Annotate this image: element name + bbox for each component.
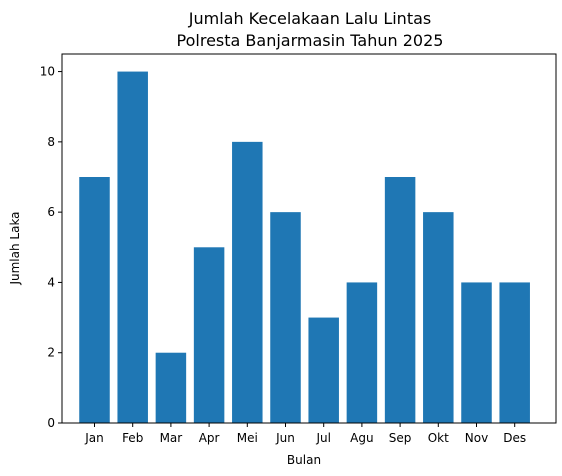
- plot-frame: [61, 53, 557, 424]
- y-tick-label: 4: [47, 275, 55, 289]
- x-tick-label: Okt: [428, 431, 449, 445]
- y-tick-label: 10: [40, 65, 55, 79]
- x-tick-label: Jan: [84, 431, 104, 445]
- bar-jul: [308, 317, 339, 423]
- bar-okt: [423, 212, 454, 423]
- y-tick-label: 8: [47, 135, 55, 149]
- x-tick-label: Feb: [122, 431, 143, 445]
- y-axis-label: Jumlah Laka: [8, 211, 22, 285]
- chart-title-line1: Jumlah Kecelakaan Lalu Lintas: [188, 9, 431, 28]
- x-tick-label: Sep: [389, 431, 412, 445]
- x-tick-label: Agu: [350, 431, 373, 445]
- x-tick-label: Mar: [160, 431, 183, 445]
- bar-feb: [117, 71, 148, 423]
- bar-jun: [270, 212, 301, 423]
- bar-sep: [384, 177, 416, 423]
- x-tick-label: Nov: [465, 431, 488, 445]
- bar-mar: [155, 352, 187, 423]
- x-tick-label: Mei: [237, 431, 258, 445]
- bar-jan: [79, 177, 110, 423]
- bar-nov: [461, 282, 492, 423]
- x-tick-label: Apr: [199, 431, 220, 445]
- chart-title-line2: Polresta Banjarmasin Tahun 2025: [177, 31, 444, 50]
- bar-des: [499, 282, 530, 423]
- x-tick-label: Des: [503, 431, 526, 445]
- bar-apr: [193, 247, 225, 423]
- y-tick-label: 0: [47, 416, 55, 430]
- ticks-layer: Jan Feb Mar Apr Mei Jun Jul Agu Sep Okt Nov Des 0 2 4 6…: [40, 65, 526, 445]
- bars-layer: [79, 71, 530, 424]
- bar-mei: [232, 141, 263, 424]
- x-tick-label: Jun: [275, 431, 295, 445]
- y-tick-label: 6: [47, 205, 55, 219]
- x-tick-label: Jul: [315, 431, 330, 445]
- bar-agu: [346, 282, 378, 423]
- x-axis-label: Bulan: [287, 453, 321, 467]
- y-tick-label: 2: [47, 346, 55, 360]
